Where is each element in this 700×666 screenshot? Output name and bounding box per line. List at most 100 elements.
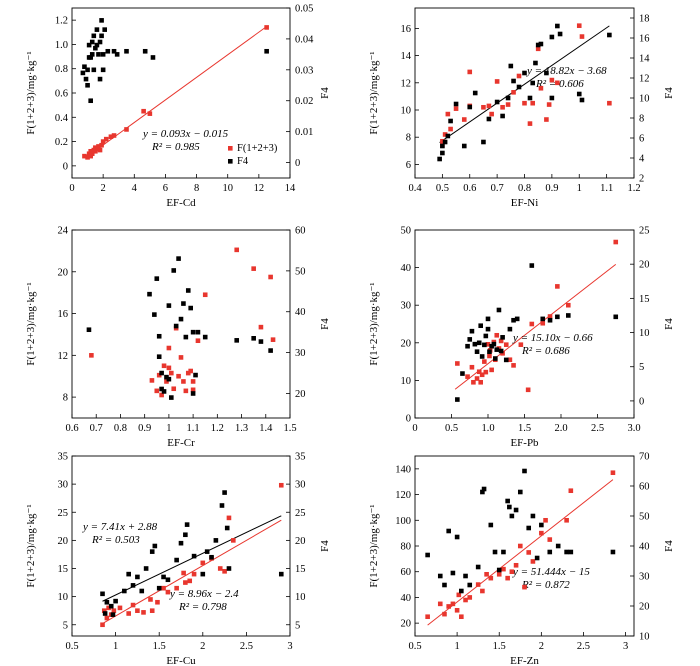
f123-point	[188, 368, 193, 374]
x-tick-label: 3	[287, 641, 292, 652]
x-axis-label: EF-Cd	[166, 197, 196, 209]
y-left-tick-label: 1.0	[55, 40, 68, 51]
f123-point	[181, 570, 186, 576]
f123-point	[437, 601, 443, 607]
f123-point	[149, 378, 155, 383]
plot-frame	[71, 229, 291, 419]
f4-point	[96, 52, 101, 57]
f4-point	[102, 611, 108, 616]
x-tick-label: 1.5	[493, 641, 506, 652]
f123-point	[88, 153, 93, 159]
f123-point	[178, 355, 184, 360]
f4-point	[566, 313, 571, 318]
f4-point	[89, 52, 95, 57]
f123-point	[453, 106, 459, 111]
y-left-tick-label: 20	[401, 338, 412, 349]
x-tick-label: 1.1	[187, 423, 200, 434]
f4-point	[130, 583, 136, 588]
y-right-axis-label: F4	[319, 318, 331, 330]
f123-point	[94, 146, 100, 152]
y-right-tick-label: 50	[295, 266, 306, 277]
r-squared-label: R² = 0.503	[91, 534, 140, 546]
y-right-tick-label: 0.02	[295, 96, 313, 107]
y-right-tick-label: 10	[639, 328, 650, 339]
f4-point	[88, 98, 93, 104]
x-tick-label: 1.5	[283, 423, 296, 434]
y-left-tick-label: 25	[58, 508, 69, 519]
f4-point	[83, 76, 89, 82]
f4-point	[166, 303, 172, 308]
f4-point	[437, 573, 443, 579]
f4-point	[461, 143, 467, 149]
f123-point	[487, 353, 492, 359]
f123-point	[513, 562, 519, 568]
f123-point	[103, 136, 109, 142]
f4-point	[166, 376, 172, 382]
x-tick-label: 14	[285, 183, 296, 194]
x-tick-label: 8	[194, 183, 199, 194]
f123-point	[176, 373, 181, 379]
f123-point	[527, 121, 533, 126]
f4-point	[113, 598, 118, 604]
y-left-tick-label: 15	[58, 564, 69, 575]
f4-point	[82, 64, 87, 70]
f4-point	[533, 60, 538, 66]
f123-point	[538, 85, 544, 91]
f123-point	[141, 610, 146, 615]
y-left-tick-label: 50	[401, 226, 412, 237]
f123-point	[549, 77, 555, 83]
f123-point	[483, 369, 489, 375]
f4-point	[481, 139, 486, 145]
f123-point	[547, 537, 553, 542]
f123-point	[442, 132, 448, 137]
f123-point	[518, 342, 524, 347]
f123-point	[164, 379, 169, 384]
f4-point	[529, 263, 535, 268]
f4-point	[204, 549, 210, 554]
f4-point	[530, 80, 536, 86]
f123-point	[251, 266, 256, 271]
f4-point	[467, 582, 473, 588]
f123-point	[126, 611, 131, 616]
x-tick-label: 0.4	[408, 183, 422, 194]
f123-point	[501, 566, 506, 572]
f4-point	[478, 323, 483, 329]
f123-point	[607, 100, 612, 106]
f4-point	[508, 63, 514, 69]
x-tick-label: 0.5	[445, 423, 458, 434]
f4-point	[476, 340, 482, 346]
regression-line	[87, 26, 267, 157]
f4-point	[493, 356, 498, 361]
y-left-tick-label: 14	[401, 51, 412, 62]
f4-point	[126, 571, 131, 577]
y-right-tick-label: 16	[639, 34, 650, 45]
f4-point	[86, 327, 92, 333]
f123-point	[264, 25, 269, 30]
f4-point	[505, 95, 511, 101]
y-left-tick-label: 20	[58, 536, 69, 547]
f4-point	[527, 95, 533, 101]
x-tick-label: 1	[577, 183, 582, 194]
legend-marker	[228, 146, 233, 151]
f4-point	[496, 307, 502, 313]
panel-cu: 0.5 1 1.5 2 2.5 351015202530355101520253035EF…	[25, 452, 331, 666]
f123-point	[555, 80, 560, 86]
f123-point	[456, 592, 462, 598]
f4-point	[610, 549, 616, 555]
f4-point	[494, 347, 500, 352]
f4-point	[459, 588, 464, 594]
f123-point	[475, 582, 481, 587]
f4-point	[114, 52, 120, 57]
f4-point	[460, 371, 465, 376]
f123-point	[613, 239, 619, 245]
f123-point	[100, 139, 106, 144]
f123-point	[507, 357, 513, 363]
f4-point	[183, 532, 188, 538]
f4-point	[161, 389, 167, 394]
y-right-tick-label: 25	[639, 226, 650, 237]
f4-point	[135, 574, 140, 580]
x-tick-label: 1.1	[600, 183, 613, 194]
f4-point	[85, 82, 90, 88]
f4-point	[193, 372, 198, 378]
f4-point	[88, 55, 93, 60]
